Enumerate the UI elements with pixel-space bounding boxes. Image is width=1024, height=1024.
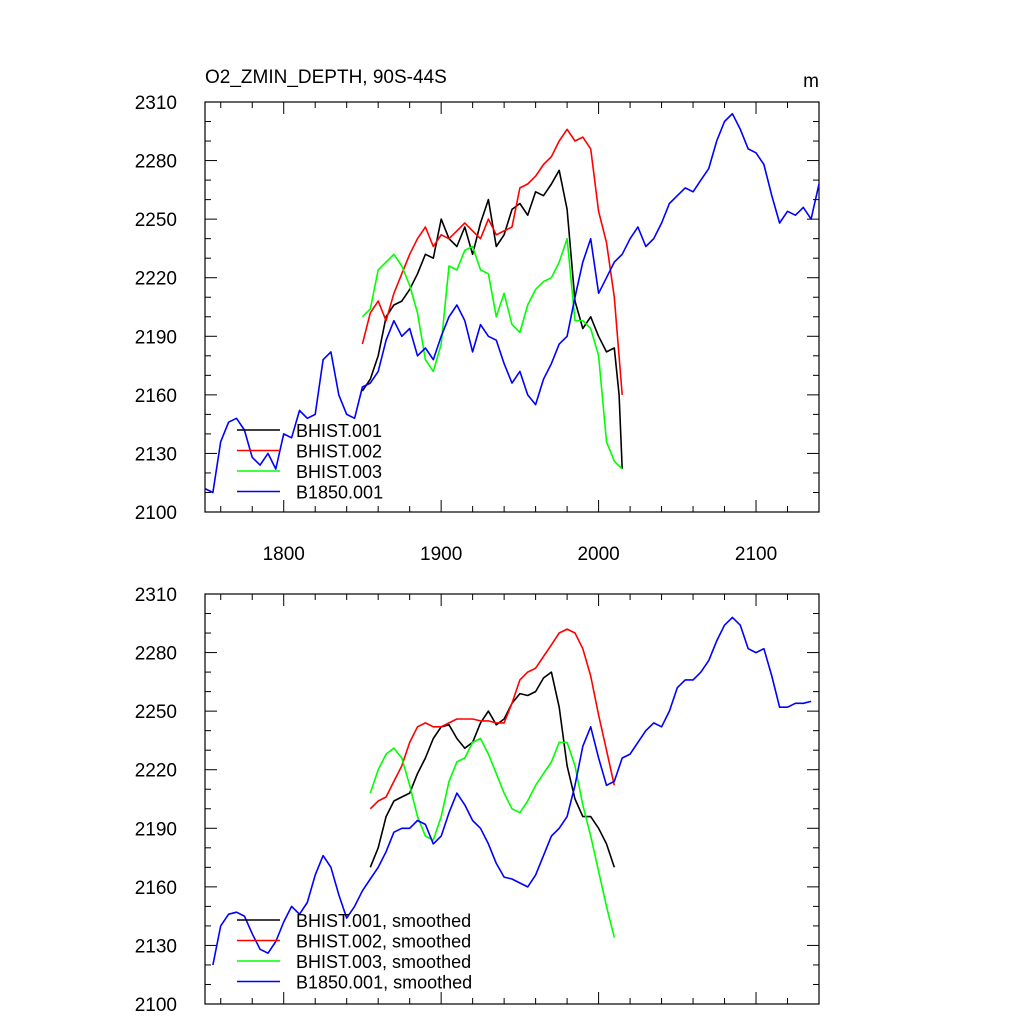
units-label: m [803, 71, 819, 92]
y-tick-label: 2160 [135, 386, 177, 407]
series-line [361, 169, 623, 470]
legend-label: BHIST.002, smoothed [296, 932, 471, 952]
y-tick-label: 2310 [135, 93, 177, 114]
y-tick-label: 2100 [135, 503, 177, 524]
series-line [369, 737, 616, 938]
plot-frame [204, 593, 820, 1005]
x-tick-label: 1800 [263, 544, 305, 565]
y-tick-label: 2280 [135, 644, 177, 665]
y-tick-label: 2130 [135, 444, 177, 465]
y-tick-label: 2130 [135, 936, 177, 957]
legend-label: BHIST.001, smoothed [296, 911, 471, 931]
legend-label: BHIST.001 [296, 421, 382, 441]
legend-label: BHIST.003 [296, 462, 382, 482]
series-line [204, 112, 820, 494]
chart-title: O2_ZMIN_DEPTH, 90S-44S [205, 67, 447, 88]
x-tick-label: 2100 [735, 544, 777, 565]
y-tick-label: 2310 [135, 585, 177, 606]
y-tick-label: 2220 [135, 761, 177, 782]
y-tick-label: 2280 [135, 152, 177, 173]
y-tick-label: 2250 [135, 210, 177, 231]
legend-label: B1850.001 [296, 483, 383, 503]
y-tick-label: 2160 [135, 878, 177, 899]
series-line [361, 128, 623, 395]
y-tick-label: 2220 [135, 269, 177, 290]
bottom-panel: 2100 2130 2160 2190 2220 2250 2280 2310 BHIST.00… [135, 585, 820, 1016]
series-line [369, 628, 616, 810]
legend-label: B1850.001, smoothed [296, 973, 472, 993]
x-tick-label: 2000 [577, 544, 619, 565]
y-tick-label: 2190 [135, 327, 177, 348]
top-panel: O2_ZMIN_DEPTH, 90S-44S m 2100 2130 2160 219… [135, 67, 820, 565]
series-line [361, 237, 623, 470]
y-tick-label: 2190 [135, 819, 177, 840]
plot-frame [204, 101, 820, 513]
x-tick-label: 1900 [420, 544, 462, 565]
y-tick-label: 2250 [135, 702, 177, 723]
y-tick-label: 2100 [135, 995, 177, 1016]
legend-label: BHIST.003, smoothed [296, 952, 471, 972]
legend-label: BHIST.002 [296, 442, 382, 462]
series-line [212, 616, 812, 966]
